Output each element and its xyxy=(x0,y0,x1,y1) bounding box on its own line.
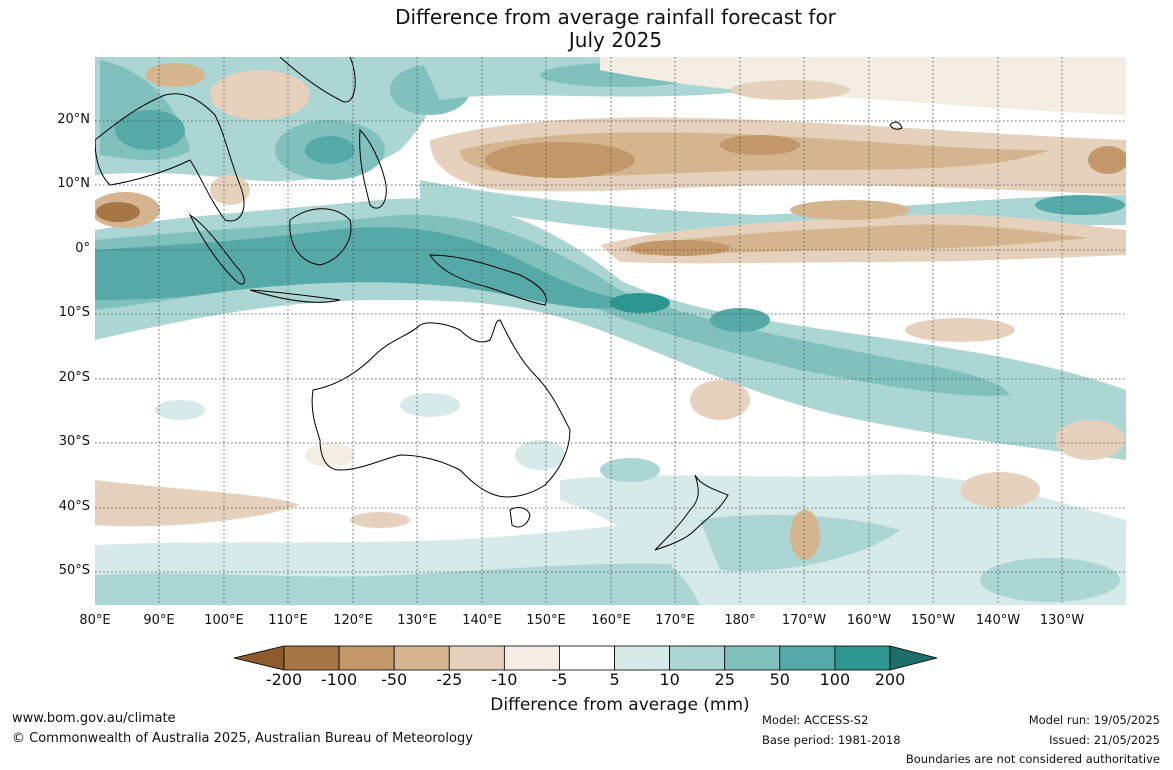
lon-label: 90°E xyxy=(143,613,175,628)
footer-issued: Issued: 21/05/2025 xyxy=(1049,733,1160,747)
coastlines xyxy=(95,57,903,551)
colorbar-box xyxy=(559,645,615,671)
lon-label: 160°W xyxy=(846,613,892,628)
colorbar-box xyxy=(779,645,836,671)
colorbar-box xyxy=(393,645,450,671)
lat-label: 30°S xyxy=(58,434,90,449)
sumatra-coast xyxy=(188,213,245,285)
colorbar-tick-label: -25 xyxy=(436,670,463,689)
lon-label: 140°W xyxy=(975,613,1021,628)
footer-copyright: © Commonwealth of Australia 2025, Austra… xyxy=(12,731,473,746)
philippines-coast xyxy=(359,128,387,209)
australia-coast xyxy=(311,319,571,498)
china-coast xyxy=(279,57,356,103)
graticule xyxy=(95,57,1126,605)
footer-base-period: Base period: 1981-2018 xyxy=(762,733,901,747)
colorbar-tick-label: 10 xyxy=(659,670,680,689)
map-title-line2: July 2025 xyxy=(568,28,663,52)
colorbar-arrow-low xyxy=(233,645,285,671)
lat-label: 20°S xyxy=(58,370,90,385)
new-guinea-coast xyxy=(429,254,547,306)
colorbar-box xyxy=(448,645,505,671)
borneo-coast xyxy=(289,208,352,266)
lon-label: 80°E xyxy=(79,613,111,628)
lon-label: 150°W xyxy=(910,613,956,628)
lon-label: 180° xyxy=(724,613,756,628)
lon-label: 120°E xyxy=(333,613,373,628)
colorbar-label: Difference from average (mm) xyxy=(490,695,750,715)
colorbar-box xyxy=(724,645,781,671)
lon-label: 140°E xyxy=(462,613,502,628)
hawaii-coast xyxy=(889,121,903,130)
colorbar-box xyxy=(338,645,395,671)
lat-label: 10°N xyxy=(57,176,90,191)
lon-label: 170°E xyxy=(655,613,695,628)
colorbar-tick-label: -10 xyxy=(491,670,518,689)
lon-label: 130°E xyxy=(397,613,437,628)
colorbar-tick-label: -100 xyxy=(320,670,358,689)
colorbar-box xyxy=(614,645,671,671)
lon-label: 160°E xyxy=(591,613,631,628)
lat-label: 20°N xyxy=(57,112,90,127)
colorbar-tick-label: -50 xyxy=(381,670,408,689)
colorbar-box xyxy=(283,645,340,671)
footer-url[interactable]: www.bom.gov.au/climate xyxy=(12,711,176,726)
colorbar-tick-label: 200 xyxy=(874,670,906,689)
colorbar-box xyxy=(669,645,726,671)
colorbar-arrow-high xyxy=(889,645,938,671)
colorbar-box xyxy=(834,645,891,671)
colorbar xyxy=(233,645,938,671)
lat-label: 40°S xyxy=(58,499,90,514)
footer-model: Model: ACCESS-S2 xyxy=(762,713,869,727)
lon-label: 130°W xyxy=(1039,613,1085,628)
colorbar-tick-label: 5 xyxy=(609,670,620,689)
colorbar-tick-label: -5 xyxy=(551,670,568,689)
java-coast xyxy=(249,289,341,303)
lon-label: 150°E xyxy=(526,613,566,628)
map-title-line1: Difference from average rainfall forecas… xyxy=(395,5,836,29)
colorbar-box xyxy=(503,645,560,671)
colorbar-tick-label: -200 xyxy=(265,670,303,689)
lat-label: 10°S xyxy=(58,305,90,320)
tasmania-coast xyxy=(509,507,531,528)
lat-label: 50°S xyxy=(58,563,90,578)
colorbar-tick-label: 25 xyxy=(714,670,735,689)
footer-disclaimer: Boundaries are not considered authoritat… xyxy=(905,752,1160,766)
footer-model-run: Model run: 19/05/2025 xyxy=(1028,713,1160,727)
colorbar-tick-label: 100 xyxy=(819,670,851,689)
se-asia-coast xyxy=(95,93,245,222)
map-plot-area xyxy=(95,57,1126,605)
lon-label: 110°E xyxy=(268,613,308,628)
lat-label: 0° xyxy=(75,241,90,256)
colorbar-tick-label: 50 xyxy=(769,670,790,689)
lon-label: 170°W xyxy=(781,613,827,628)
lon-label: 100°E xyxy=(204,613,244,628)
new-zealand-coast xyxy=(654,474,729,551)
